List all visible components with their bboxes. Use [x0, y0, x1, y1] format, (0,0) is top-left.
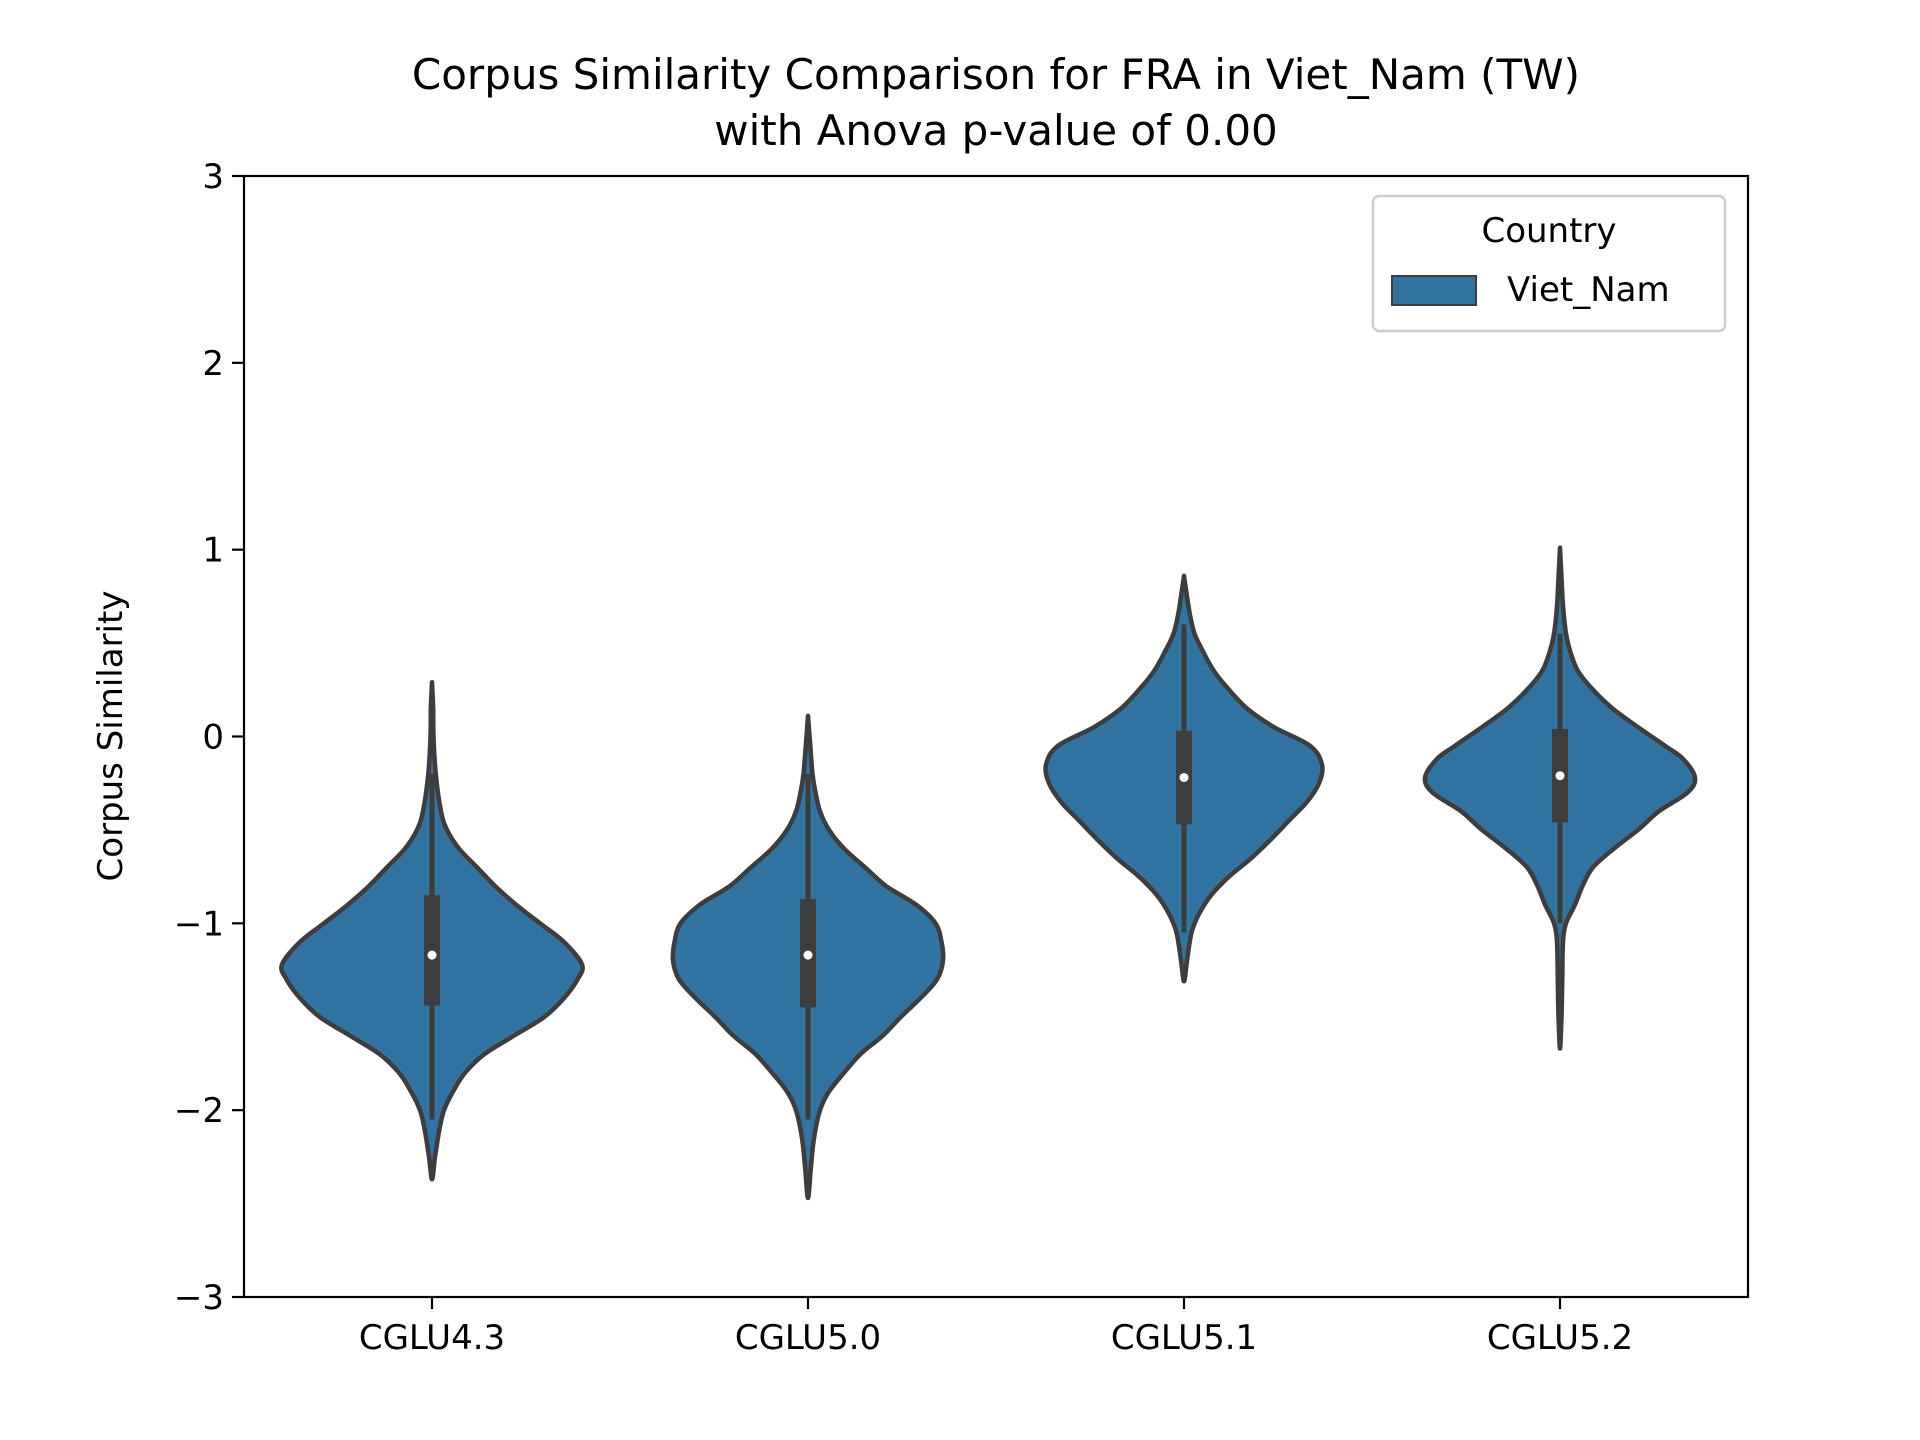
median-point — [803, 950, 813, 960]
y-axis: 3 2 1 0 −1 −2 −3 — [174, 157, 244, 1318]
median-point — [427, 950, 437, 960]
y-tick-label: −1 — [174, 904, 224, 944]
y-tick-label: −3 — [174, 1278, 224, 1318]
y-tick-label: 1 — [202, 531, 224, 571]
x-tick-label: CGLU5.0 — [735, 1318, 881, 1358]
x-tick-label: CGLU5.2 — [1487, 1318, 1633, 1358]
legend-title: Country — [1481, 211, 1616, 251]
y-tick-label: −2 — [174, 1091, 224, 1131]
y-tick-label: 0 — [202, 718, 224, 758]
x-axis: CGLU4.3 CGLU5.0 CGLU5.1 CGLU5.2 — [359, 1297, 1633, 1358]
legend-entry-label: Viet_Nam — [1507, 270, 1670, 310]
median-point — [1179, 773, 1189, 783]
x-tick-label: CGLU5.1 — [1111, 1318, 1257, 1358]
y-tick-label: 2 — [202, 344, 224, 384]
inner-boxes-layer — [424, 624, 1568, 1120]
legend-swatch-viet-nam — [1391, 275, 1477, 306]
median-point — [1555, 771, 1565, 781]
legend: Country Viet_Nam — [1371, 194, 1727, 333]
iqr-box — [424, 895, 440, 1006]
chart-title-line-2: with Anova p-value of 0.00 — [714, 106, 1278, 155]
chart-title-line-1: Corpus Similarity Comparison for FRA in … — [412, 50, 1580, 99]
x-tick-label: CGLU4.3 — [359, 1318, 505, 1358]
y-tick-label: 3 — [202, 157, 224, 197]
y-axis-label: Corpus Similarity — [91, 591, 131, 882]
